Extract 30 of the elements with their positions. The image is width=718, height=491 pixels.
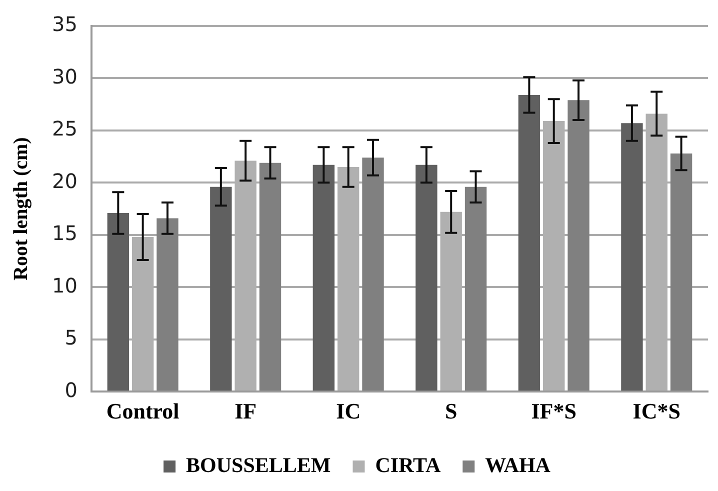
bar xyxy=(156,218,178,391)
y-tick-label: 30 xyxy=(52,64,78,88)
x-tick-label: Control xyxy=(106,398,180,424)
x-tick-label: IF xyxy=(234,398,257,424)
y-tick-label: 0 xyxy=(64,378,78,402)
legend-label: CIRTA xyxy=(375,452,442,477)
y-tick-label: 25 xyxy=(52,116,78,141)
bar xyxy=(210,186,232,391)
y-tick-label: 20 xyxy=(52,168,78,193)
bar xyxy=(464,186,487,391)
bar xyxy=(259,162,282,391)
bar xyxy=(621,123,643,391)
x-tick-label: IC xyxy=(336,398,361,424)
x-tick-label: IF*S xyxy=(531,398,576,424)
bar xyxy=(362,158,384,391)
bar xyxy=(312,164,335,391)
y-axis-title: Root length (cm) xyxy=(10,137,32,280)
bar xyxy=(568,100,590,391)
bar xyxy=(416,164,438,391)
y-tick-label: 35 xyxy=(52,12,78,36)
x-tick-label: IC*S xyxy=(632,398,680,424)
legend-label: WAHA xyxy=(485,452,552,477)
y-tick-label: 10 xyxy=(52,273,78,298)
bar xyxy=(107,212,130,391)
y-tick-label: 15 xyxy=(52,221,78,246)
x-tick-label: S xyxy=(444,398,458,424)
bar xyxy=(518,94,540,391)
y-tick-label: 5 xyxy=(64,326,78,350)
bar xyxy=(670,153,692,391)
legend-label: BOUSSELLEM xyxy=(186,452,331,477)
